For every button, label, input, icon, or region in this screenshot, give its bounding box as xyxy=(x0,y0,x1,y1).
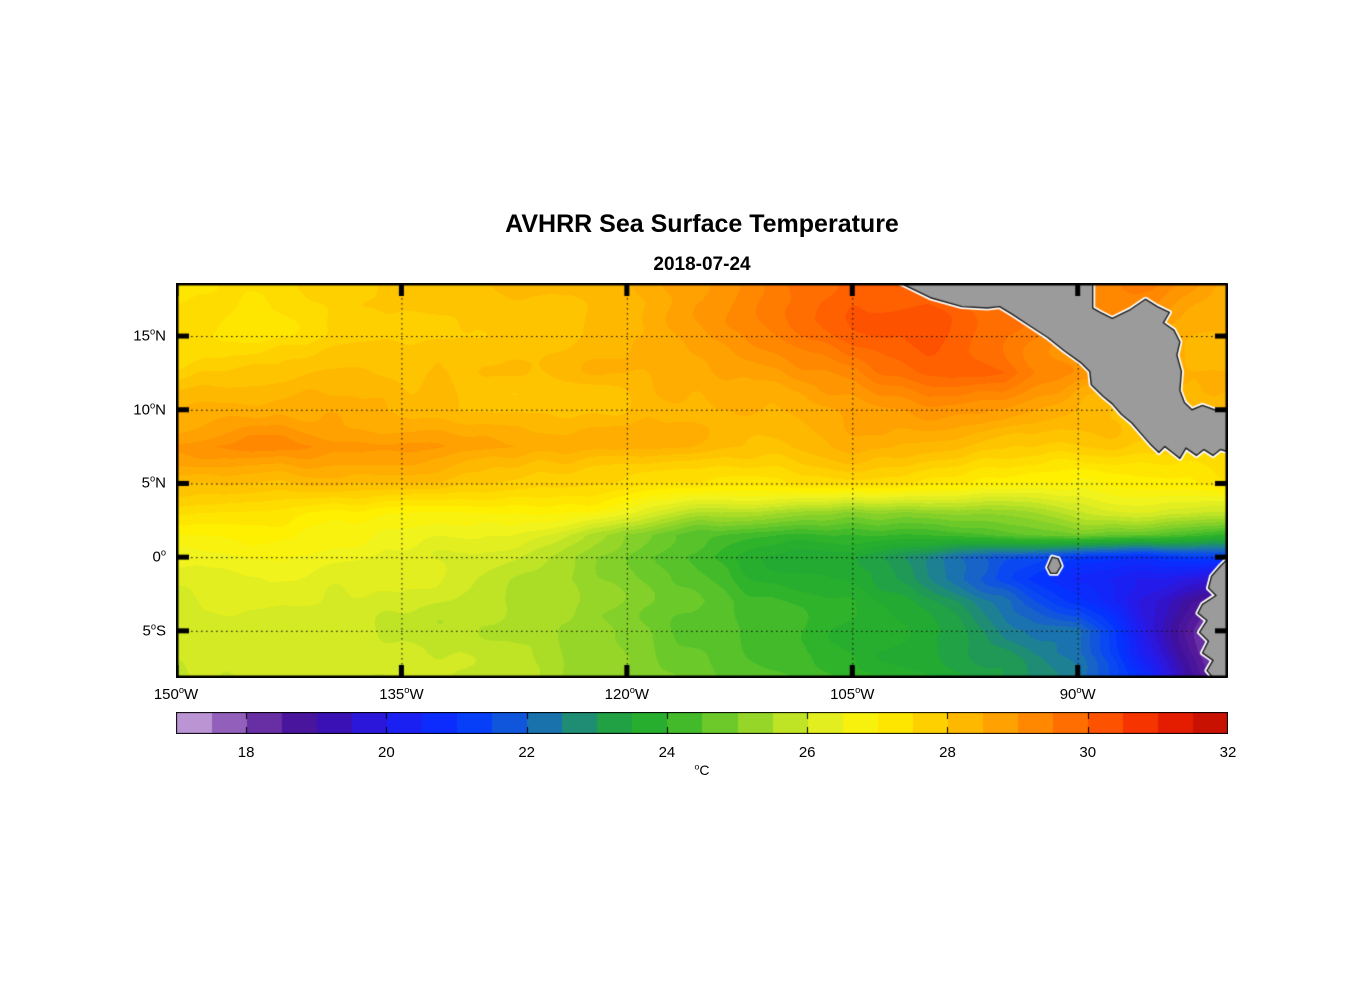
y-axis-label: 5oS xyxy=(142,621,166,640)
colorbar-tick-label: 28 xyxy=(939,744,956,761)
colorbar-tick-label: 24 xyxy=(658,744,676,761)
colorbar-tick-label: 26 xyxy=(798,744,816,761)
colorbar-tick-label: 30 xyxy=(1079,744,1097,761)
y-axis-label: 5oN xyxy=(141,473,166,492)
colorbar-tick-label: 18 xyxy=(237,744,255,761)
colorbar-tick-label: 32 xyxy=(1219,744,1237,761)
x-axis-label: 120oW xyxy=(604,685,650,703)
colorbar-tick-label: 20 xyxy=(378,744,395,761)
figure-date: 2018-07-24 xyxy=(653,254,751,275)
x-axis-label: 105oW xyxy=(830,685,875,703)
y-axis-label: 0o xyxy=(152,547,166,566)
x-axis-label: 150oW xyxy=(153,685,199,703)
colorbar-canvas xyxy=(176,712,1228,734)
colorbar-tick-label: 22 xyxy=(518,744,535,761)
x-axis-label: 90oW xyxy=(1059,685,1096,703)
x-axis-label: 135oW xyxy=(379,685,424,703)
y-axis-label: 10oN xyxy=(133,400,166,419)
sst-map-canvas xyxy=(176,283,1228,678)
colorbar-unit: oC xyxy=(694,761,710,778)
figure-title: AVHRR Sea Surface Temperature xyxy=(505,210,899,238)
y-axis-label: 15oN xyxy=(133,326,166,345)
